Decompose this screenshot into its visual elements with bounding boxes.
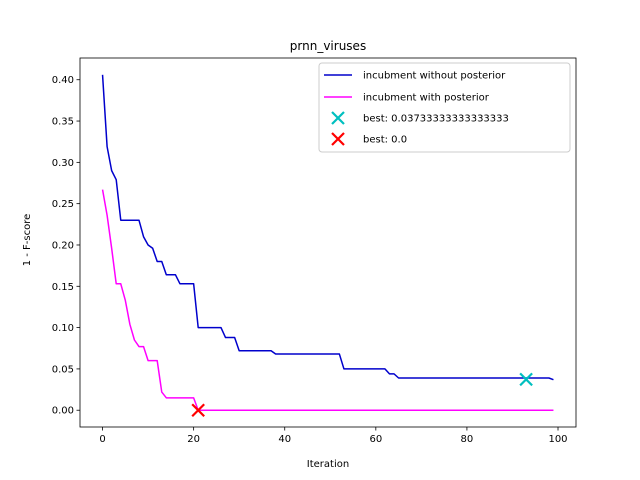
- y-axis-label: 1 - F-score: [22, 214, 33, 267]
- y-tick-label: 0.25: [52, 199, 74, 210]
- y-tick-label: 0.05: [52, 364, 74, 375]
- legend-label-1: incubment without posterior: [363, 71, 506, 82]
- y-tick-label: 0.15: [52, 282, 74, 293]
- legend-marker-swatch-1: [331, 111, 345, 125]
- y-tick-label: 0.40: [52, 75, 74, 86]
- best-marker-2: [191, 403, 205, 418]
- y-tick-label: 0.10: [52, 323, 74, 334]
- x-tick-label: 60: [369, 434, 382, 445]
- x-tick-label: 0: [99, 434, 105, 445]
- legend-box: [318, 62, 571, 153]
- x-axis-label: Iteration: [307, 459, 349, 470]
- y-tick-label: 0.20: [52, 240, 74, 251]
- y-tick-label: 0.00: [52, 406, 74, 417]
- x-tick-label: 40: [278, 434, 291, 445]
- series-layer: [101, 74, 554, 411]
- x-tick-label: 20: [187, 434, 200, 445]
- series-line-1: [101, 74, 554, 381]
- x-tick-label: 80: [461, 434, 474, 445]
- marker-layer: [191, 372, 533, 418]
- legend: incubment without posterior incubment wit…: [318, 62, 571, 153]
- chart-title: prnn_viruses: [290, 39, 366, 53]
- y-tick-label: 0.30: [52, 158, 74, 169]
- legend-marker-label-2: best: 0.0: [363, 135, 407, 146]
- legend-marker-label-1: best: 0.03733333333333333: [363, 114, 509, 125]
- y-tick-label: 0.35: [52, 117, 74, 128]
- legend-label-2: incubment with posterior: [363, 93, 490, 104]
- x-tick-label: 100: [548, 434, 567, 445]
- legend-marker-swatch-2: [331, 132, 345, 146]
- axes-frame: [79, 57, 577, 428]
- best-marker-1: [519, 372, 533, 387]
- axes-layer: 0 20 40 60 80 100 0.00 0.05 0.10 0.15 0.20 0.25 0.30…: [52, 57, 577, 445]
- series-line-2: [101, 189, 554, 411]
